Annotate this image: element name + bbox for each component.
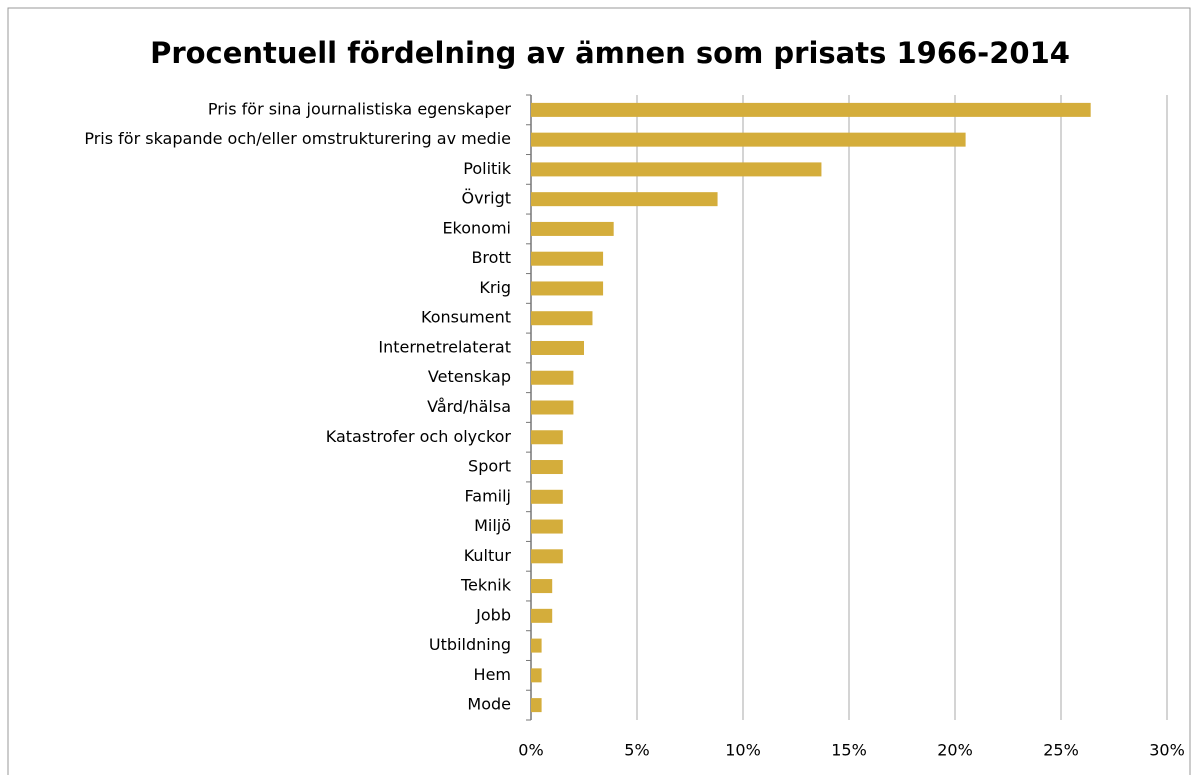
y-tick-label: Internetrelaterat	[378, 337, 511, 356]
bar	[531, 608, 553, 623]
x-tick-label: 30%	[1149, 741, 1185, 760]
bar	[531, 162, 822, 177]
x-tick-label: 10%	[725, 741, 761, 760]
y-tick-label: Pris för skapande och/eller omstrukturer…	[84, 129, 511, 148]
bar	[531, 430, 563, 445]
bar	[531, 698, 542, 713]
y-tick-label: Mode	[467, 695, 511, 714]
bar	[531, 102, 1091, 117]
x-tick-label: 25%	[1043, 741, 1079, 760]
y-tick-label: Miljö	[474, 516, 511, 535]
y-tick-label: Katastrofer och olyckor	[326, 427, 512, 446]
y-tick-label: Hem	[474, 665, 511, 684]
x-tick-label: 15%	[831, 741, 867, 760]
x-tick-label: 5%	[624, 741, 649, 760]
bar	[531, 370, 574, 385]
y-tick-label: Kultur	[464, 546, 512, 565]
bar	[531, 668, 542, 683]
x-tick-label: 20%	[937, 741, 973, 760]
bar	[531, 221, 614, 236]
y-tick-label: Vård/hälsa	[427, 397, 511, 416]
y-tick-label: Pris för sina journalistiska egenskaper	[208, 99, 512, 118]
x-tick-label: 0%	[518, 741, 543, 760]
bar	[531, 489, 563, 504]
bar	[531, 251, 604, 266]
chart-frame	[7, 7, 1191, 775]
y-tick-label: Sport	[468, 457, 511, 476]
y-tick-label: Politik	[463, 159, 511, 178]
bar	[531, 192, 718, 207]
y-tick-label: Teknik	[460, 576, 512, 595]
bar	[531, 340, 584, 355]
y-tick-label: Vetenskap	[428, 367, 511, 386]
bar	[531, 281, 604, 296]
bar	[531, 132, 966, 147]
bar	[531, 400, 574, 415]
y-tick-label: Brott	[471, 248, 511, 267]
bar	[531, 638, 542, 653]
y-tick-label: Krig	[479, 278, 511, 297]
bar	[531, 549, 563, 564]
y-tick-label: Ekonomi	[442, 218, 511, 237]
y-tick-label: Familj	[465, 486, 511, 505]
chart-title: Procentuell fördelning av ämnen som pris…	[150, 36, 1070, 70]
bar	[531, 579, 553, 594]
y-tick-label: Utbildning	[429, 635, 511, 654]
y-tick-label: Övrigt	[461, 189, 511, 208]
bar	[531, 460, 563, 475]
y-tick-label: Konsument	[421, 308, 511, 327]
bar	[531, 311, 593, 326]
bar	[531, 519, 563, 534]
y-tick-label: Jobb	[475, 605, 511, 624]
